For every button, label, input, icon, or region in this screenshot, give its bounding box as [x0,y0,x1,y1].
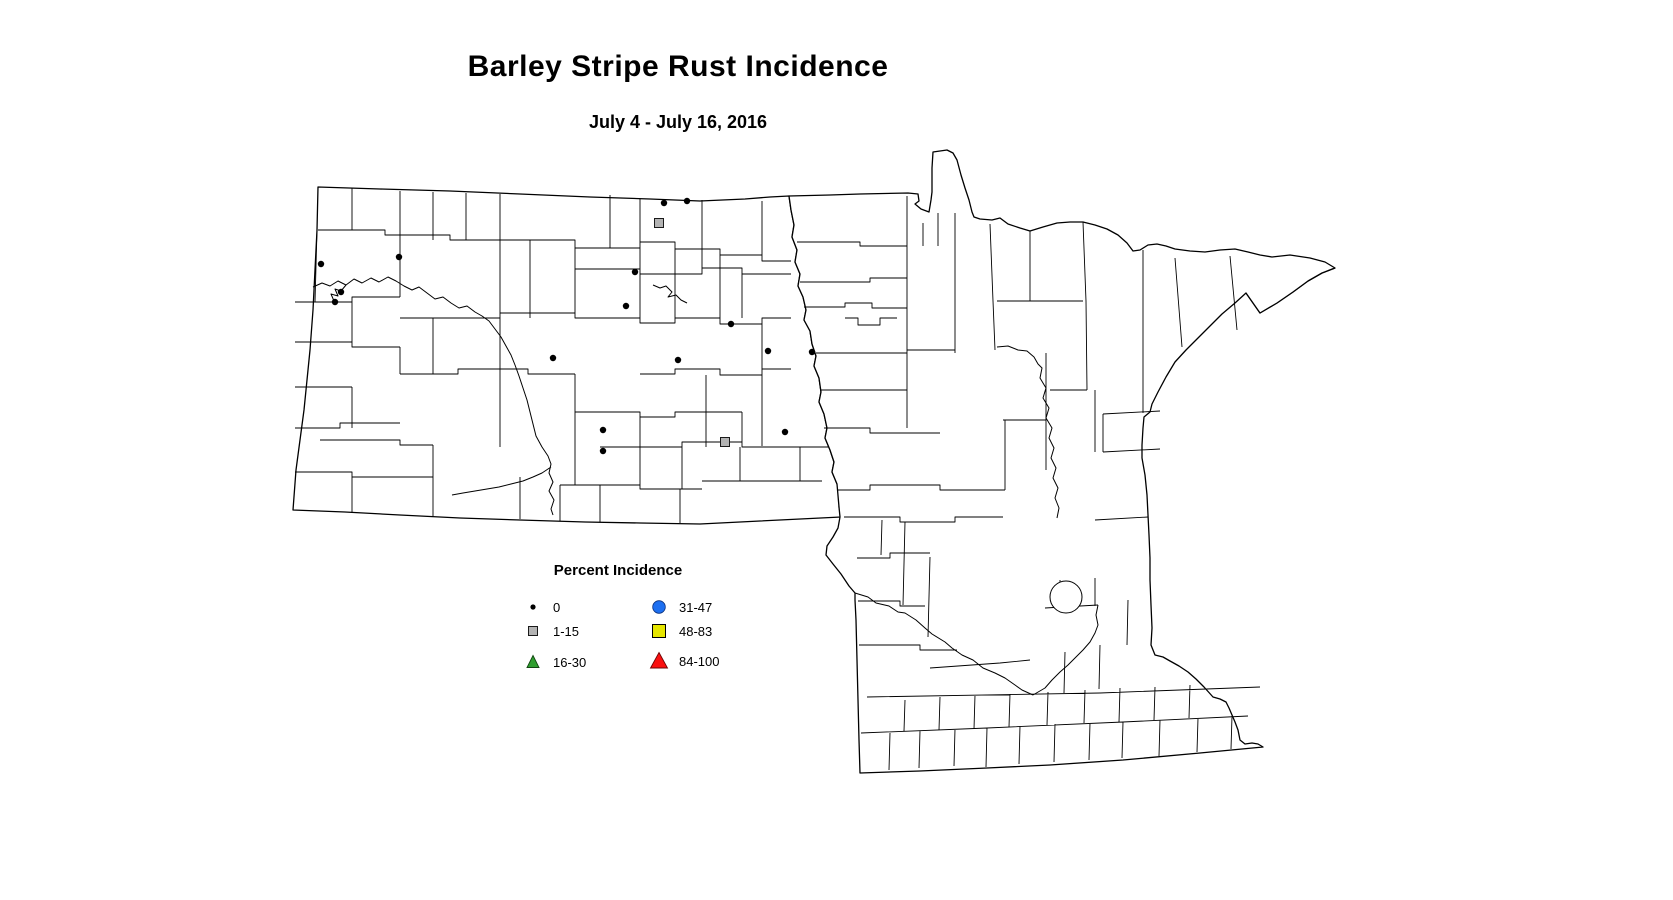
map-marker-dot [331,298,339,306]
legend-item-1-15: 1-15 [521,619,579,643]
legend-item-31-47: 31-47 [647,595,712,619]
map-marker-dot [337,288,345,296]
yellow-square-icon [647,619,671,643]
legend-item-84-100: 84-100 [647,649,719,673]
minnesota-outline [788,149,1336,774]
legend-label: 84-100 [679,653,720,669]
minnesota-river [854,592,1034,696]
mille-lacs-lake [1049,580,1083,614]
legend-label: 16-30 [553,654,587,670]
lake-superior-shore [1245,267,1336,314]
legend-label: 0 [553,599,561,615]
map-markers [317,197,816,455]
legend-label: 31-47 [679,599,713,615]
map-marker-dot [674,356,682,364]
map-marker-dot [631,268,639,276]
gray-square-icon [521,619,545,643]
legend-item-0: 0 [521,595,560,619]
state-minnesota [788,149,1336,774]
small-black-dot-icon [521,595,545,619]
map-marker-dot [599,426,607,434]
map-marker-dot [808,348,816,356]
state-north-dakota [292,186,842,525]
page-subtitle: July 4 - July 16, 2016 [588,112,768,132]
map-marker-dot [622,302,630,310]
legend-title: Percent Incidence [553,562,683,579]
map-marker-dot [599,447,607,455]
legend-item-48-83: 48-83 [647,619,712,643]
legend-label: 48-83 [679,623,713,639]
page-title: Barley Stripe Rust Incidence [467,50,889,83]
mississippi-river-upper [996,345,1060,519]
map-marker-dot [317,260,325,268]
blue-circle-icon [647,595,671,619]
map-marker-dot [549,354,557,362]
map-marker-dot [395,253,403,261]
map-marker-dot [764,347,772,355]
map-marker-dot [727,320,735,328]
map-marker-square [654,218,664,228]
map-marker-square [720,437,730,447]
mississippi-river-metro [1032,604,1099,696]
green-triangle-icon [521,650,545,674]
legend-label: 1-15 [553,623,580,639]
north-dakota-outline [292,186,842,525]
north-dakota-county-lines [295,188,835,523]
map-marker-dot [683,197,691,205]
legend-item-16-30: 16-30 [521,650,586,674]
red-triangle-icon [647,649,671,673]
map-marker-dot [781,428,789,436]
map-marker-dot [660,199,668,207]
devils-lake [652,284,688,304]
